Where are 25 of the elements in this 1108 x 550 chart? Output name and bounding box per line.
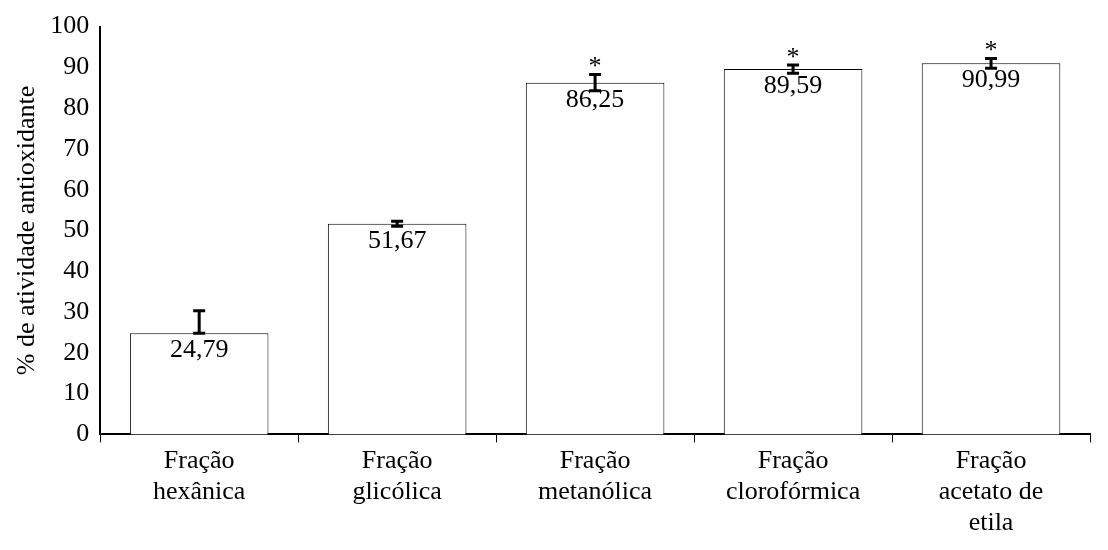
data-label: 24,79	[169, 334, 229, 364]
y-tick-label: 90	[63, 51, 90, 81]
y-tick-label: 20	[63, 336, 90, 366]
data-label: 51,67	[367, 224, 427, 254]
data-label: 86,25	[565, 83, 625, 113]
y-tick-label: 10	[63, 377, 90, 407]
y-axis-title: % de atividade antioxidante	[11, 85, 41, 376]
x-tick-label: Fração clorofórmica	[725, 444, 861, 506]
x-tick-label: Fração hexânica	[152, 444, 246, 506]
y-tick-label: 60	[63, 173, 90, 203]
x-tick-label: Fração acetato de etila	[938, 444, 1044, 537]
y-tick-label: 40	[63, 255, 90, 285]
y-tick-label: 50	[63, 214, 90, 244]
y-tick-label: 0	[76, 418, 90, 448]
data-label: 89,59	[763, 69, 823, 99]
data-label: 90,99	[961, 64, 1021, 94]
y-tick-label: 70	[63, 132, 90, 162]
annotation: *	[984, 35, 998, 65]
x-tick-label: Fração metanólica	[538, 444, 653, 506]
annotation: *	[588, 51, 602, 81]
annotation: *	[786, 41, 800, 71]
y-tick-label: 100	[50, 10, 90, 40]
x-tick-label: Fração glicólica	[352, 444, 443, 506]
y-tick-label: 30	[63, 295, 90, 325]
y-tick-label: 80	[63, 91, 90, 121]
